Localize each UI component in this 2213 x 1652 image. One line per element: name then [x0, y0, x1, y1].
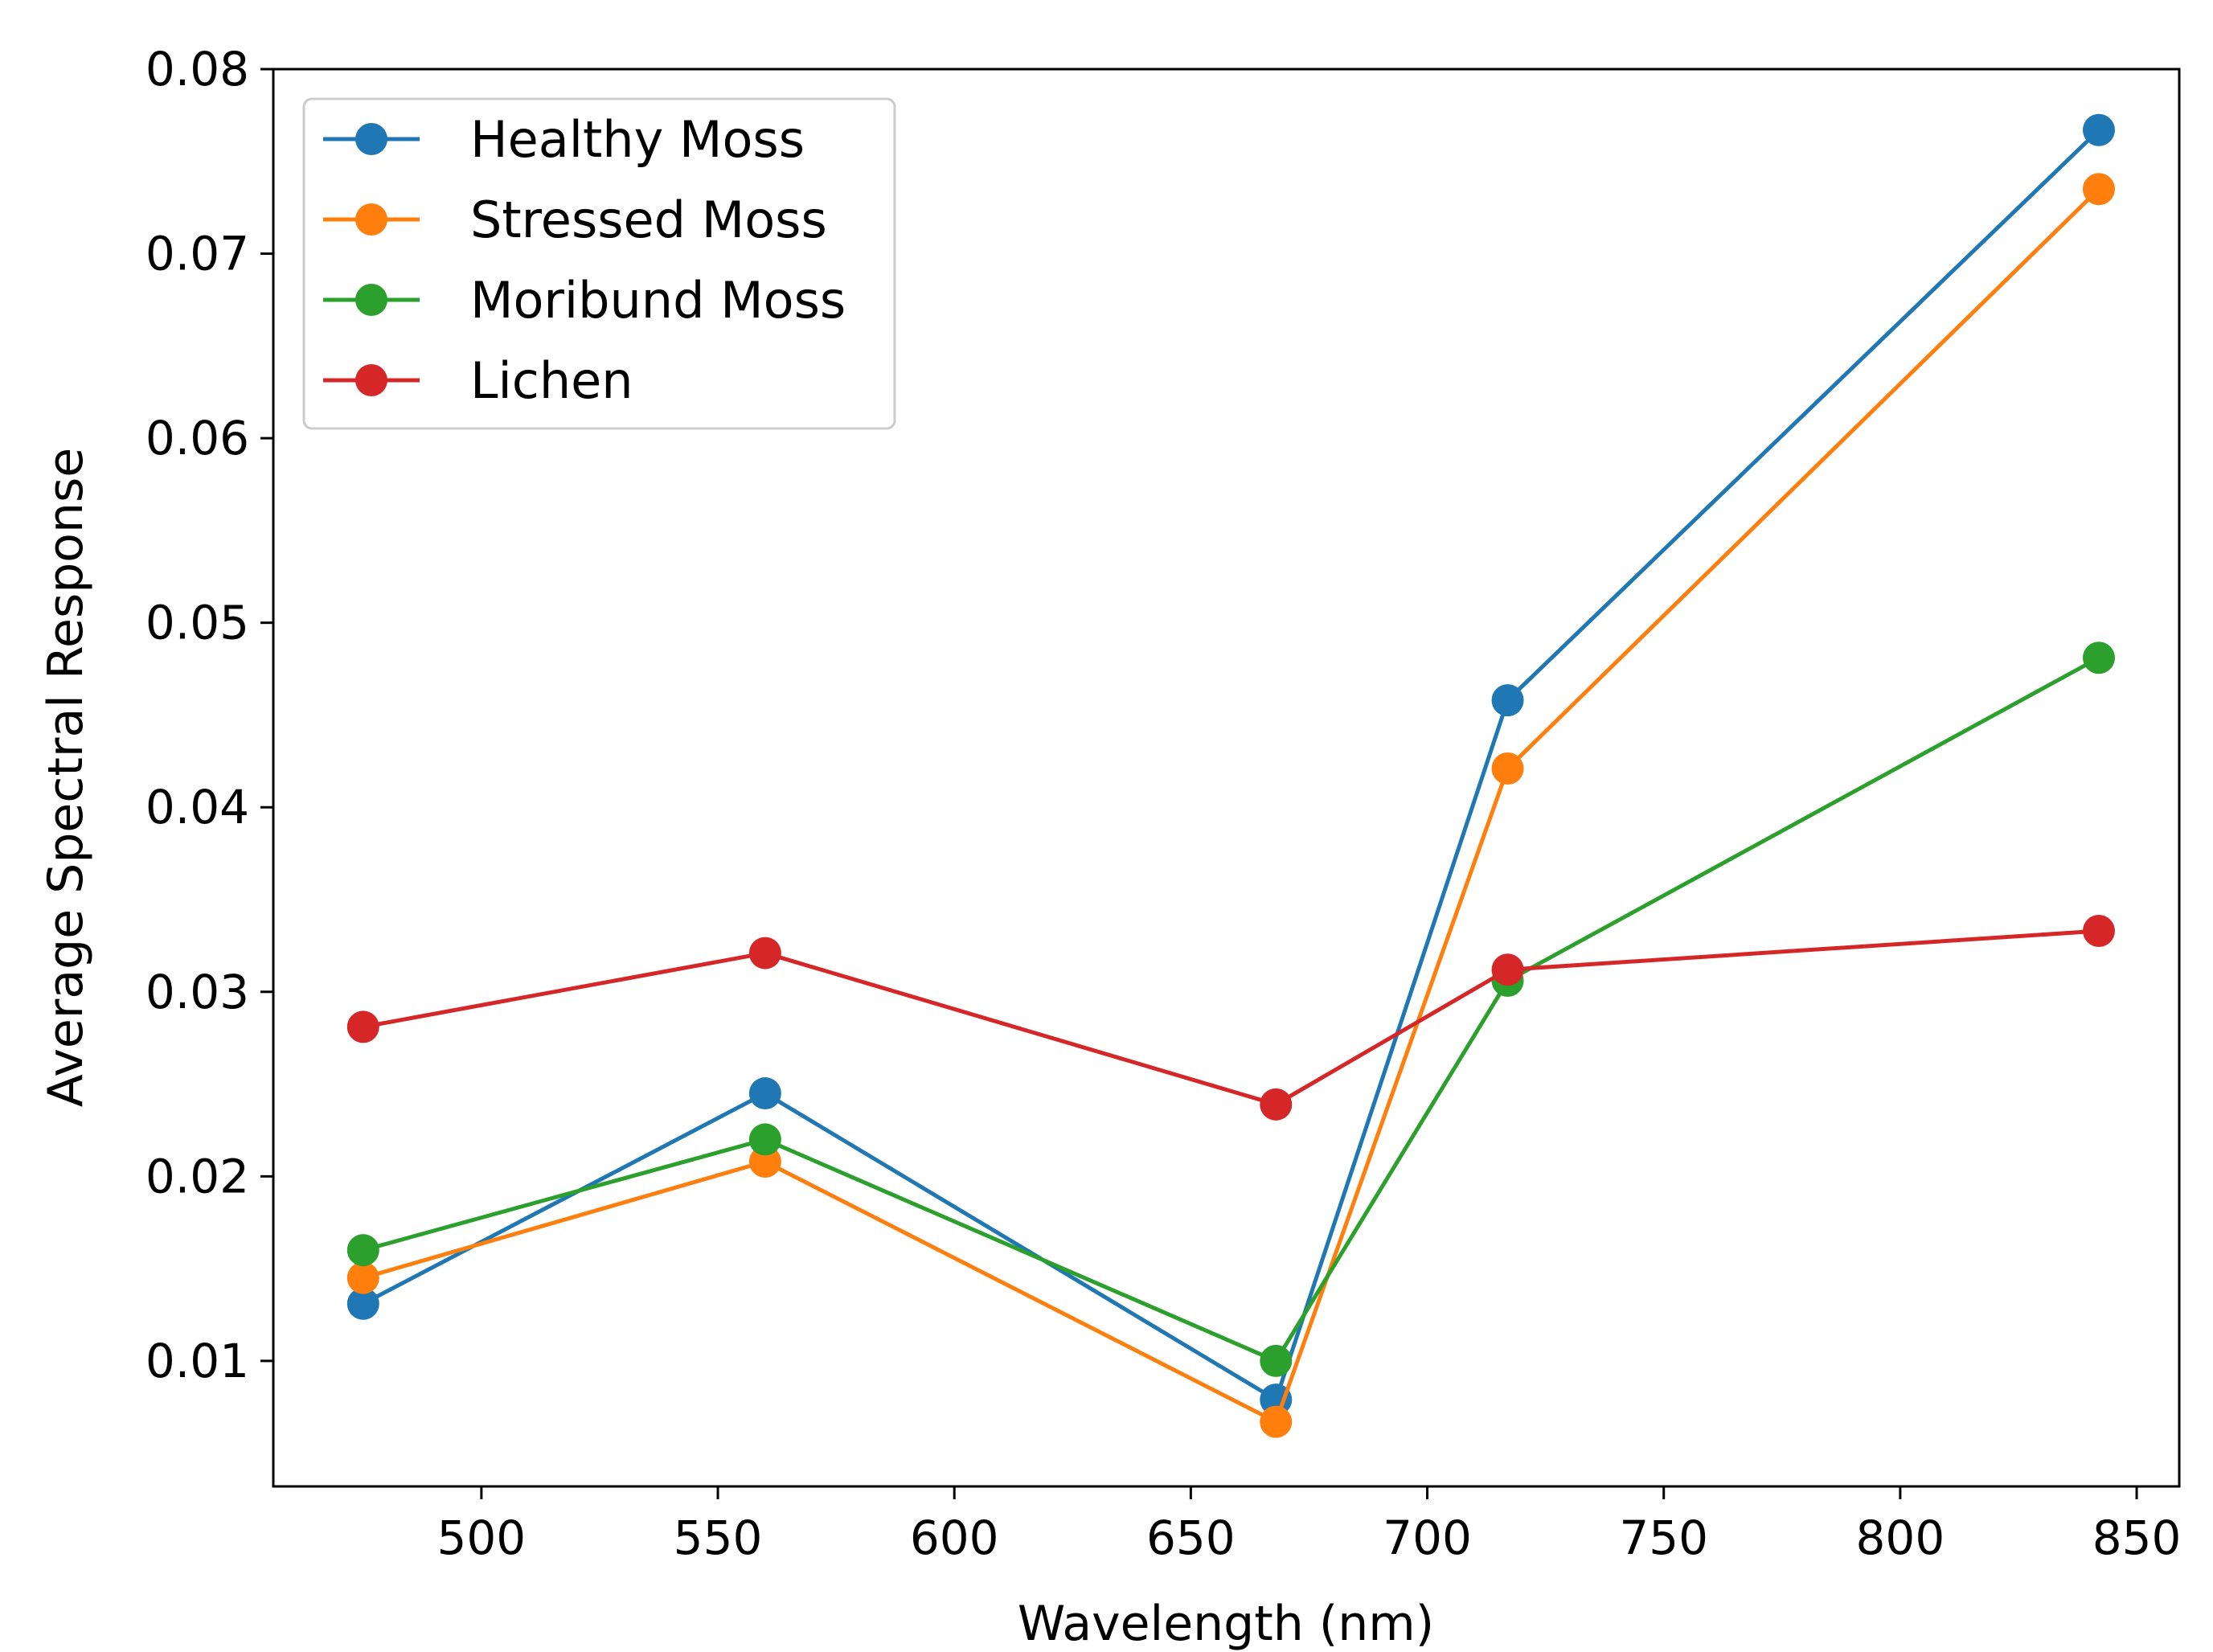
stressed-moss-point: [346, 1261, 379, 1294]
y-tick-label: 0.01: [145, 1334, 249, 1388]
y-tick-label: 0.08: [145, 42, 249, 96]
stressed-moss-point: [1260, 1405, 1293, 1438]
x-tick-label: 750: [1619, 1511, 1708, 1565]
legend-label: Stressed Moss: [470, 191, 827, 249]
healthy-moss-point: [748, 1077, 781, 1110]
stressed-moss-point: [748, 1145, 781, 1178]
x-tick-label: 500: [437, 1511, 527, 1565]
lichen-point: [346, 1010, 379, 1043]
legend-swatch-marker: [355, 203, 387, 236]
x-axis: 500 550 600 650 700 750 800 850: [437, 1486, 2182, 1565]
legend-label: Moribund Moss: [470, 271, 846, 330]
y-tick-label: 0.05: [145, 596, 249, 650]
legend-item-healthy-moss: Healthy Moss: [323, 110, 805, 169]
legend-label: Healthy Moss: [470, 110, 805, 169]
legend-item-lichen: Lichen: [323, 351, 633, 410]
x-tick-label: 550: [674, 1511, 763, 1565]
x-tick-label: 700: [1383, 1511, 1472, 1565]
lichen-point: [2082, 915, 2115, 948]
legend-item-moribund-moss: Moribund Moss: [323, 271, 846, 330]
moribund-moss-point: [1260, 1344, 1293, 1377]
legend-label: Lichen: [470, 351, 633, 410]
lichen-point: [1260, 1088, 1293, 1121]
moribund-moss-point: [748, 1123, 781, 1156]
legend-swatch-marker: [355, 364, 387, 396]
y-axis: 0.01 0.02 0.03 0.04 0.05 0.06 0.07 0.08: [145, 42, 273, 1388]
moribund-moss-point: [346, 1234, 379, 1267]
legend-swatch-marker: [355, 123, 387, 155]
lichen-point: [748, 937, 781, 969]
series-lichen: [346, 915, 2115, 1121]
x-tick-label: 650: [1146, 1511, 1236, 1565]
lichen-point: [1491, 953, 1524, 986]
y-tick-label: 0.03: [145, 965, 249, 1019]
y-axis-title: Average Spectral Response: [38, 448, 94, 1107]
y-tick-label: 0.06: [145, 411, 249, 465]
x-tick-label: 850: [2092, 1511, 2182, 1565]
stressed-moss-point: [2082, 173, 2115, 206]
y-tick-label: 0.07: [145, 227, 249, 281]
legend-item-stressed-moss: Stressed Moss: [323, 191, 827, 249]
x-tick-label: 600: [910, 1511, 999, 1565]
healthy-moss-point: [346, 1287, 379, 1320]
legend: Healthy Moss Stressed Moss Moribund Moss Li…: [302, 97, 896, 430]
legend-box: [302, 97, 896, 430]
y-tick-label: 0.04: [145, 780, 249, 834]
y-tick-label: 0.02: [145, 1149, 249, 1203]
moribund-moss-point: [2082, 642, 2115, 674]
healthy-moss-point: [1260, 1383, 1293, 1416]
healthy-moss-point: [2082, 113, 2115, 146]
plot-frame: [272, 68, 2181, 1488]
series-layer: [346, 113, 2115, 1438]
series-moribund-moss: [346, 642, 2115, 1377]
legend-swatch-marker: [355, 284, 387, 316]
x-axis-title: Wavelength (nm): [1018, 1596, 1434, 1652]
stressed-moss-point: [1491, 752, 1524, 785]
series-healthy-moss: [346, 113, 2115, 1416]
series-stressed-moss: [346, 173, 2115, 1438]
healthy-moss-point: [1491, 684, 1524, 717]
x-tick-label: 800: [1856, 1511, 1945, 1565]
